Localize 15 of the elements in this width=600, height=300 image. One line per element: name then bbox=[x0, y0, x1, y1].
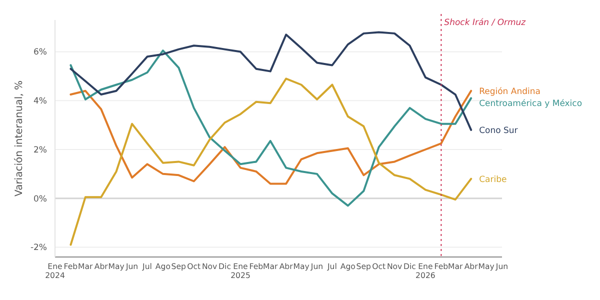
y-axis-title: Variación interanual, % bbox=[14, 80, 25, 196]
series-label: Caribe bbox=[479, 174, 507, 185]
y-tick-label: -2% bbox=[30, 243, 47, 254]
line-series bbox=[70, 31, 472, 131]
line-series bbox=[70, 50, 472, 207]
series-label: Cono Sur bbox=[479, 126, 518, 136]
y-tick-label: 6% bbox=[34, 48, 47, 58]
line-series bbox=[70, 78, 472, 246]
y-tick-label: 2% bbox=[34, 145, 47, 156]
y-tick-label: 4% bbox=[34, 96, 47, 107]
line-series bbox=[70, 90, 472, 185]
ref-line-label: Shock Irán / Ormuz bbox=[444, 18, 526, 28]
series-label: Centroamérica y México bbox=[479, 98, 582, 109]
series-label: Región Andina bbox=[479, 86, 540, 97]
y-tick-label: 0% bbox=[34, 194, 47, 204]
